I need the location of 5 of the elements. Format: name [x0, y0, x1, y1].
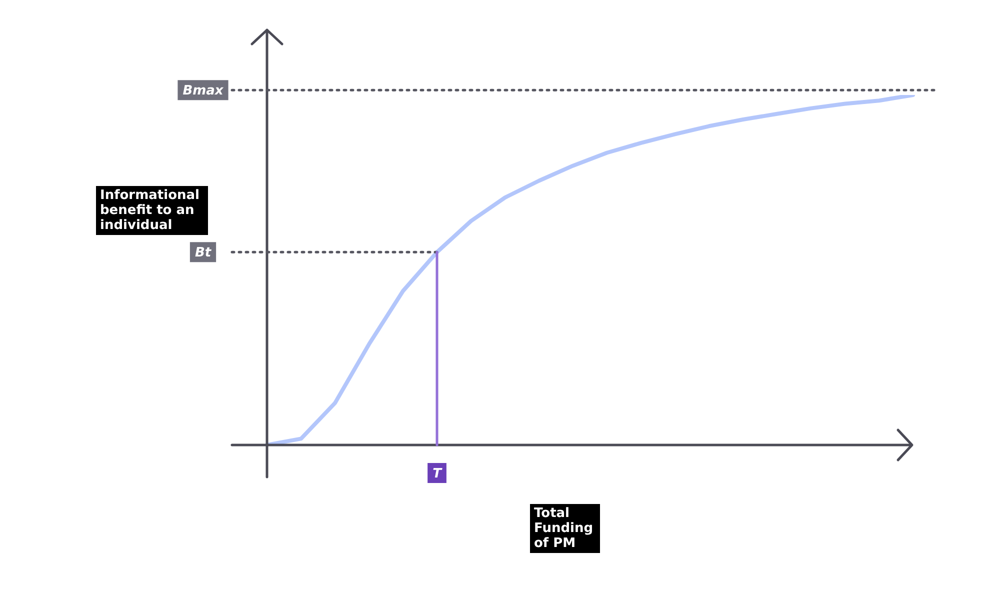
- ref-line-label: Bmax: [182, 83, 224, 98]
- y-axis-title: Informational benefit to an individual: [96, 186, 208, 235]
- text: T: [432, 466, 443, 482]
- ref-line-label: Bt: [194, 246, 212, 261]
- x-axis-title: Total Funding of PM: [530, 504, 600, 553]
